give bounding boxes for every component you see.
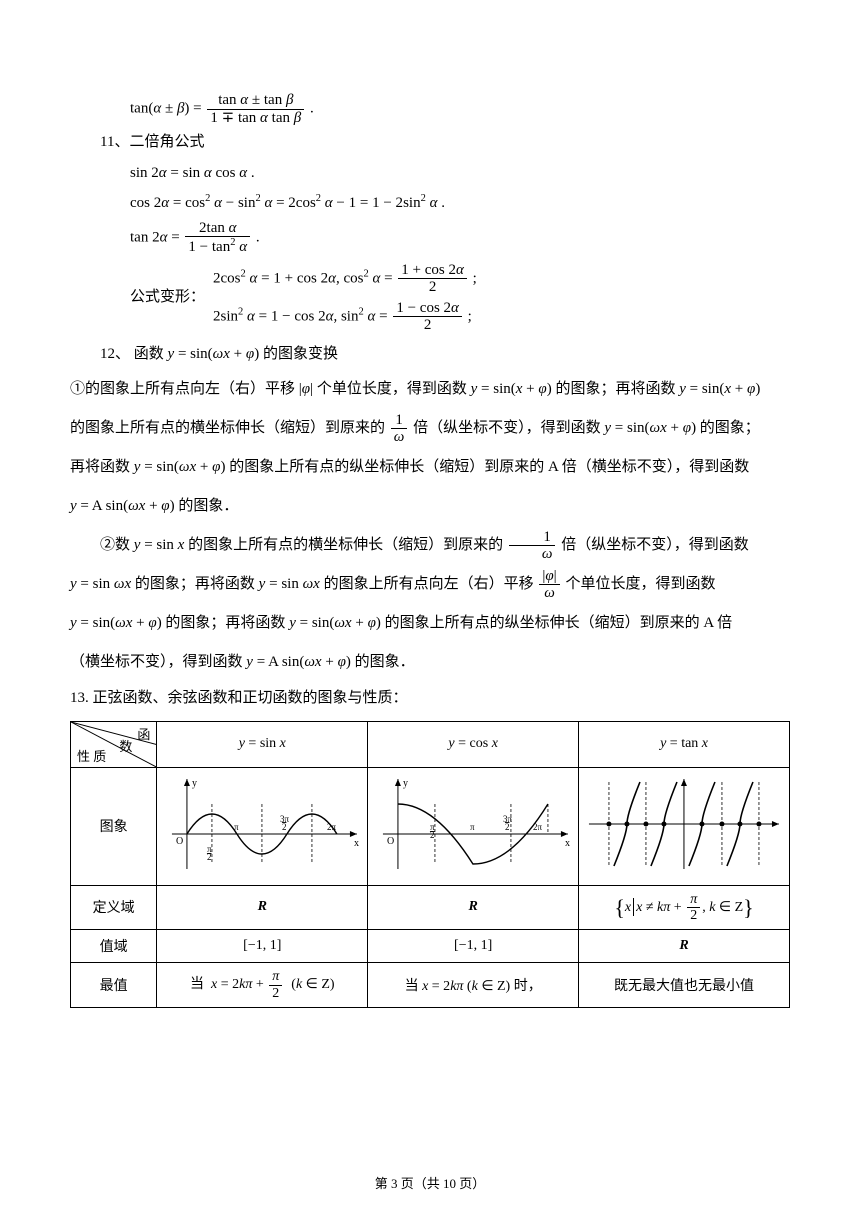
variant-label: 公式变形： (130, 283, 213, 312)
table-row: 图象 O y x π2 π 3π2 2π (71, 767, 790, 885)
page-footer: 第 3 页（共 10 页） (0, 1173, 860, 1192)
svg-text:2: 2 (505, 822, 510, 832)
cell-max-tan: 既无最大值也无最小值 (579, 963, 790, 1008)
cell-range-cos: [−1, 1] (368, 930, 579, 963)
cell-range-sin: [−1, 1] (157, 930, 368, 963)
cell-range-tan: R (579, 930, 790, 963)
svg-text:y: y (403, 778, 408, 789)
svg-text:O: O (176, 836, 183, 847)
formula-cos2a: cos 2α = cos2 α − sin2 α = 2cos2 α − 1 =… (70, 189, 790, 218)
cell-max-cos: 当 x = 2kπ (k ∈ Z) 时， (368, 963, 579, 1008)
svg-text:2: 2 (282, 822, 287, 832)
svg-text:x: x (354, 838, 359, 849)
section-11-title: 11、二倍角公式 (70, 128, 790, 157)
formula-sin2a: sin 2α = sin α cos α . (70, 159, 790, 188)
formula-tan-sum: tan(α ± β) = tan α ± tan β 1 ∓ tan α tan… (70, 92, 790, 126)
section-13-title: 13. 正弦函数、余弦函数和正切函数的图象与性质： (70, 684, 790, 713)
header-tan: y = tan x (579, 721, 790, 767)
para-12-1: ①的图象上所有点向左（右）平移 |φ| 个单位长度，得到函数 y = sin(x… (70, 370, 790, 409)
cell-max-sin: 当 x = 2kπ + π2 (k ∈ Z) (157, 963, 368, 1008)
svg-text:O: O (387, 836, 394, 847)
table-row: 函 数 性 质 y = sin x y = cos x y = tan x (71, 721, 790, 767)
formula-tan2a: tan 2α = 2tan α 1 − tan2 α . (70, 220, 790, 256)
header-cos: y = cos x (368, 721, 579, 767)
svg-text:π: π (470, 822, 475, 832)
cell-domain-cos: R (368, 885, 579, 930)
svg-text:2π: 2π (327, 822, 337, 832)
cos-graph: O y x π2 π 3π2 2π (368, 767, 579, 885)
svg-text:x: x (565, 838, 570, 849)
para-12-2: 的图象上所有点的横坐标伸长（缩短）到原来的 1ω 倍（纵坐标不变），得到函数 y… (70, 409, 790, 448)
svg-text:2: 2 (430, 830, 435, 840)
tan-graph (579, 767, 790, 885)
svg-text:2π: 2π (533, 822, 543, 832)
header-mid: 数 (119, 736, 132, 755)
para-12-3: 再将函数 y = sin(ωx + φ) 的图象上所有点的纵坐标伸长（缩短）到原… (70, 448, 790, 487)
para-12-8: （横坐标不变），得到函数 y = A sin(ωx + φ) 的图象． (70, 643, 790, 682)
cell-domain-tan: {xx ≠ kπ + π2, k ∈ Z} (579, 885, 790, 930)
header-diag-cell: 函 数 性 质 (71, 721, 157, 767)
row-label-domain: 定义域 (71, 885, 157, 930)
formula-variants: 公式变形： 2cos2 α = 1 + cos 2α, cos2 α = 1 +… (70, 258, 790, 338)
svg-text:π: π (234, 822, 239, 832)
row-label-range: 值域 (71, 930, 157, 963)
sin-graph: O y x π2 π 3π2 2π (157, 767, 368, 885)
header-bot: 性 质 (77, 746, 106, 765)
svg-text:y: y (192, 778, 197, 789)
row-label-max: 最值 (71, 963, 157, 1008)
header-sin: y = sin x (157, 721, 368, 767)
cell-domain-sin: R (157, 885, 368, 930)
section-12-title: 12、 函数 y = sin(ωx + φ) 的图象变换 (70, 340, 790, 369)
para-12-5: ②数 y = sin x 的图象上所有点的横坐标伸长（缩短）到原来的 1ω 倍（… (70, 526, 790, 565)
table-row: 最值 当 x = 2kπ + π2 (k ∈ Z) 当 x = 2kπ (k ∈… (71, 963, 790, 1008)
table-row: 定义域 R R {xx ≠ kπ + π2, k ∈ Z} (71, 885, 790, 930)
properties-table: 函 数 性 质 y = sin x y = cos x y = tan x 图象… (70, 721, 790, 1009)
para-12-7: y = sin(ωx + φ) 的图象；再将函数 y = sin(ωx + φ)… (70, 604, 790, 643)
para-12-6: y = sin ωx 的图象；再将函数 y = sin ωx 的图象上所有点向左… (70, 565, 790, 604)
row-label-graph: 图象 (71, 767, 157, 885)
svg-text:2: 2 (207, 852, 212, 862)
table-row: 值域 [−1, 1] [−1, 1] R (71, 930, 790, 963)
para-12-4: y = A sin(ωx + φ) 的图象． (70, 487, 790, 526)
header-top: 函 (137, 724, 150, 743)
